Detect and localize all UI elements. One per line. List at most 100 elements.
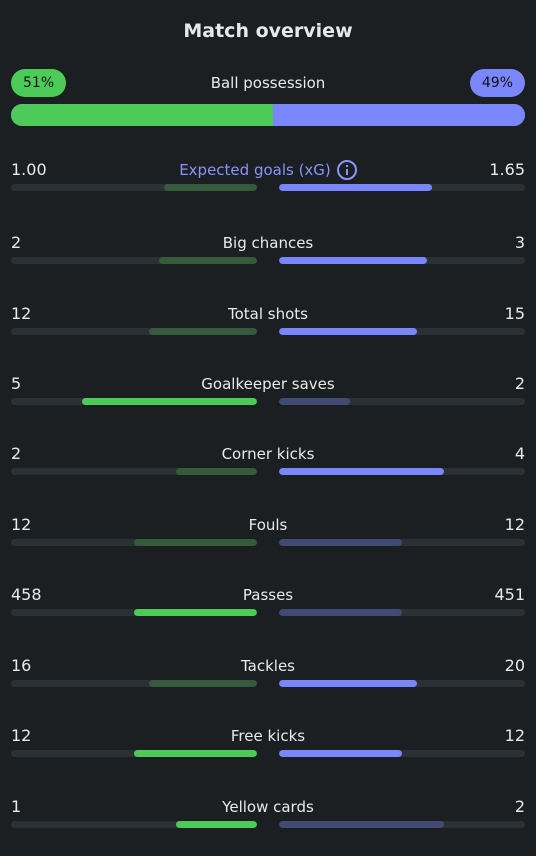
away-stat-fill [279,750,402,757]
stat-label: Tackles [11,656,525,676]
away-value: 4 [514,444,525,463]
away-stat-fill [279,184,432,191]
away-stat-fill [279,680,417,687]
home-stat-fill [134,609,257,616]
away-stat-track [279,257,525,264]
home-stat-track [11,257,257,264]
home-stat-fill [158,257,257,264]
stat-row: 16 Tackles 20 [11,656,525,696]
away-stat-fill [279,821,444,828]
home-value: 12 [11,304,32,323]
stat-label-text: Big chances [222,234,314,252]
home-value: 458 [11,585,42,604]
stat-label-text: Corner kicks [221,445,315,463]
stat-label-text: Passes [242,586,294,604]
stat-label: Goalkeeper saves [11,374,525,394]
away-stat-fill [279,398,351,405]
stat-row: 1.00 Expected goals (xG) 1.65 [11,159,525,200]
stat-label-text: Expected goals (xG) [179,161,331,179]
home-stat-track [11,750,257,757]
possession-row: 51% Ball possession 49% [11,69,525,97]
info-icon[interactable] [336,159,357,180]
away-possession-badge: 49% [469,69,525,97]
away-stat-track [279,468,525,475]
possession-bar [11,104,525,126]
page-title: Match overview [183,20,353,42]
stat-label: Corner kicks [11,444,525,464]
home-stat-fill [134,750,257,757]
away-stat-fill [279,609,402,616]
stat-row: 5 Goalkeeper saves 2 [11,374,525,414]
home-stat-fill [175,468,257,475]
home-value: 12 [11,726,32,745]
home-stat-fill [175,821,257,828]
stat-label: Fouls [11,515,525,535]
stat-label[interactable]: Expected goals (xG) [11,159,525,181]
home-stat-track [11,398,257,405]
away-value: 1.65 [489,160,525,179]
home-stat-fill [148,680,257,687]
home-stat-track [11,328,257,335]
stat-row: 12 Total shots 15 [11,304,525,344]
home-stat-track [11,680,257,687]
stat-label-text: Total shots [228,305,308,323]
home-value: 5 [11,374,22,393]
stat-label: Yellow cards [11,797,525,817]
home-stat-fill [134,539,257,546]
home-stat-track [11,184,257,191]
away-stat-track [279,750,525,757]
away-stat-fill [279,468,444,475]
stat-row: 2 Big chances 3 [11,233,525,273]
away-stat-track [279,328,525,335]
away-stat-fill [279,257,427,264]
away-stat-fill [279,328,417,335]
stat-label-text: Goalkeeper saves [201,375,335,393]
away-value: 20 [504,656,525,675]
stat-label-text: Free kicks [230,727,306,745]
home-stat-track [11,609,257,616]
home-stat-track [11,468,257,475]
away-value: 12 [504,726,525,745]
away-stat-track [279,821,525,828]
stat-label: Big chances [11,233,525,253]
away-stat-fill [279,539,402,546]
home-stat-track [11,539,257,546]
home-value: 2 [11,233,22,252]
stat-label: Free kicks [11,726,525,746]
home-stat-fill [148,328,257,335]
away-stat-track [279,184,525,191]
home-possession-fill [11,104,274,126]
stat-row: 458 Passes 451 [11,585,525,625]
possession-label: Ball possession [210,74,326,92]
home-value: 1.00 [11,160,47,179]
stat-label-text: Yellow cards [222,798,314,816]
home-possession-badge: 51% [11,69,67,97]
stat-label-text: Fouls [248,516,288,534]
home-stat-fill [163,184,257,191]
stat-row: 1 Yellow cards 2 [11,797,525,837]
away-value: 3 [514,233,525,252]
stat-label: Total shots [11,304,525,324]
away-value: 451 [494,585,525,604]
away-possession-fill [273,104,525,126]
away-value: 2 [514,374,525,393]
away-stat-track [279,539,525,546]
stat-row: 12 Free kicks 12 [11,726,525,766]
stat-row: 12 Fouls 12 [11,515,525,555]
stat-label-text: Tackles [240,657,296,675]
home-stat-track [11,821,257,828]
away-stat-track [279,398,525,405]
home-value: 16 [11,656,32,675]
home-stat-fill [82,398,257,405]
home-value: 12 [11,515,32,534]
away-value: 15 [504,304,525,323]
away-stat-track [279,680,525,687]
home-value: 2 [11,444,22,463]
away-value: 12 [504,515,525,534]
stat-row: 2 Corner kicks 4 [11,444,525,484]
stat-label: Passes [11,585,525,605]
away-stat-track [279,609,525,616]
away-value: 2 [514,797,525,816]
home-value: 1 [11,797,22,816]
